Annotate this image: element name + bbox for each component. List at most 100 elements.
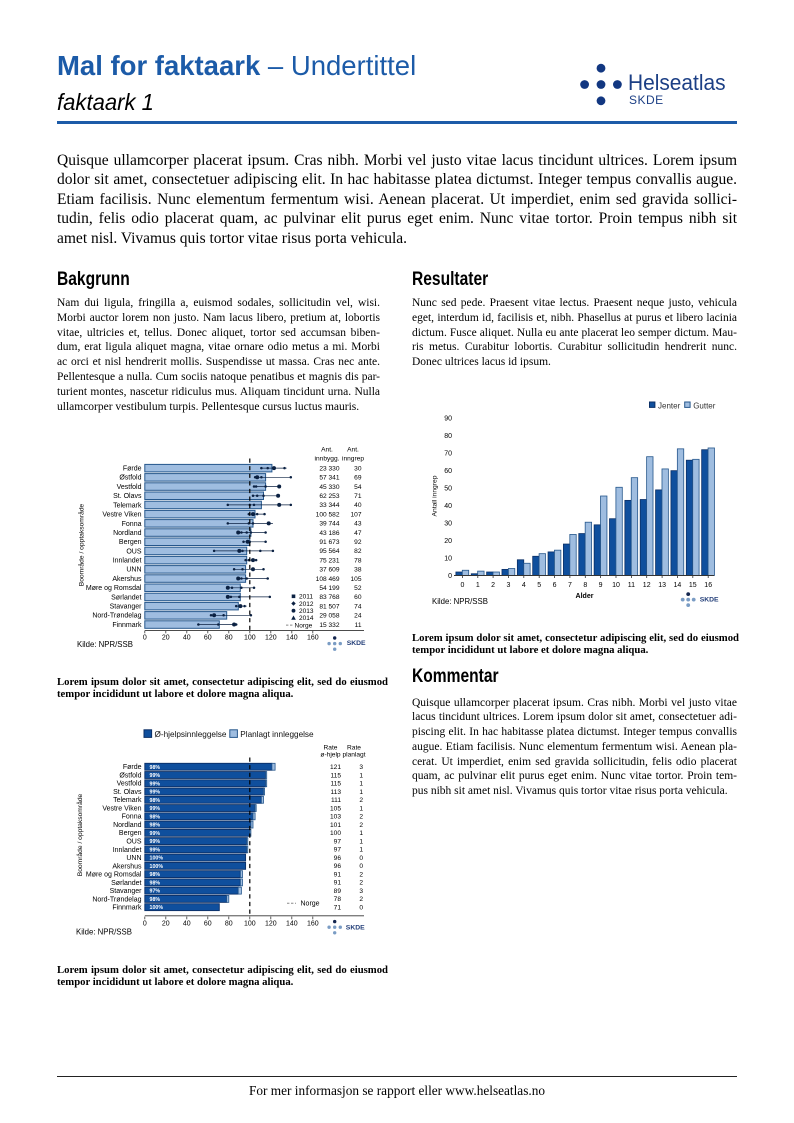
- svg-text:planlagt: planlagt: [342, 752, 365, 759]
- svg-text:Sørlandet: Sørlandet: [111, 880, 141, 887]
- svg-text:60: 60: [354, 594, 362, 601]
- svg-text:2: 2: [359, 814, 363, 821]
- svg-text:SKDE: SKDE: [700, 597, 719, 604]
- svg-text:Møre og Romsdal: Møre og Romsdal: [86, 872, 142, 879]
- svg-text:60: 60: [444, 468, 452, 475]
- svg-text:37 609: 37 609: [319, 567, 340, 574]
- svg-text:54 199: 54 199: [319, 585, 340, 592]
- svg-text:20: 20: [162, 634, 170, 641]
- svg-text:160: 160: [307, 634, 319, 641]
- svg-text:97: 97: [334, 838, 342, 845]
- svg-text:8: 8: [583, 582, 587, 589]
- svg-text:Boområde / opptaksområde: Boområde / opptaksområde: [76, 793, 84, 876]
- svg-text:15: 15: [689, 582, 697, 589]
- svg-text:20: 20: [444, 538, 452, 545]
- svg-text:99%: 99%: [150, 773, 161, 779]
- svg-text:inngrep: inngrep: [342, 456, 364, 463]
- svg-text:0: 0: [359, 863, 363, 870]
- svg-text:Vestfold: Vestfold: [117, 781, 142, 788]
- svg-text:9: 9: [599, 582, 603, 589]
- svg-text:71: 71: [334, 905, 342, 912]
- svg-text:100 582: 100 582: [316, 511, 340, 518]
- svg-text:1: 1: [359, 789, 363, 796]
- svg-text:60: 60: [204, 920, 212, 927]
- svg-text:40: 40: [183, 920, 191, 927]
- svg-text:St. Olavs: St. Olavs: [113, 493, 142, 500]
- svg-text:115: 115: [330, 772, 341, 779]
- svg-text:Gutter: Gutter: [693, 401, 716, 410]
- svg-text:43 186: 43 186: [319, 530, 340, 537]
- svg-text:83 768: 83 768: [319, 594, 340, 601]
- svg-text:70: 70: [444, 451, 452, 458]
- svg-text:100: 100: [330, 830, 341, 837]
- svg-text:57 341: 57 341: [319, 475, 340, 482]
- svg-text:14: 14: [674, 582, 682, 589]
- svg-text:89: 89: [334, 888, 342, 895]
- svg-text:Ant.: Ant.: [321, 447, 333, 454]
- svg-text:96: 96: [334, 855, 342, 862]
- svg-text:Stavanger: Stavanger: [110, 604, 143, 611]
- svg-text:100: 100: [244, 920, 256, 927]
- svg-text:107: 107: [350, 511, 361, 518]
- svg-text:Norge: Norge: [301, 901, 320, 908]
- svg-text:91 673: 91 673: [319, 539, 340, 546]
- svg-text:12: 12: [643, 582, 651, 589]
- svg-text:90: 90: [444, 416, 452, 423]
- svg-text:Møre og Romsdal: Møre og Romsdal: [86, 585, 142, 592]
- svg-text:30: 30: [354, 465, 362, 472]
- svg-text:140: 140: [286, 920, 298, 927]
- svg-text:100%: 100%: [150, 905, 164, 911]
- svg-text:UNN: UNN: [126, 567, 141, 574]
- svg-text:105: 105: [330, 805, 341, 812]
- svg-text:33 344: 33 344: [319, 502, 340, 509]
- svg-text:98%: 98%: [150, 897, 161, 903]
- svg-text:Vestre Viken: Vestre Viken: [102, 805, 141, 812]
- svg-text:Stavanger: Stavanger: [110, 888, 143, 895]
- svg-text:105: 105: [350, 576, 361, 583]
- svg-text:99%: 99%: [150, 790, 161, 796]
- svg-text:71: 71: [354, 493, 362, 500]
- svg-text:99%: 99%: [150, 806, 161, 812]
- svg-text:2: 2: [359, 880, 363, 887]
- svg-text:2014: 2014: [299, 615, 314, 622]
- svg-text:78: 78: [334, 896, 342, 903]
- svg-text:92: 92: [354, 539, 362, 546]
- svg-text:10: 10: [444, 555, 452, 562]
- svg-text:40: 40: [354, 502, 362, 509]
- svg-text:52: 52: [354, 585, 362, 592]
- svg-text:Vestre Viken: Vestre Viken: [102, 512, 141, 519]
- svg-text:2: 2: [359, 822, 363, 829]
- svg-text:40: 40: [444, 503, 452, 510]
- svg-text:100%: 100%: [150, 864, 164, 870]
- svg-text:Nordland: Nordland: [113, 822, 142, 829]
- svg-text:Nord-Trøndelag: Nord-Trøndelag: [92, 613, 141, 620]
- svg-text:99%: 99%: [150, 847, 161, 853]
- svg-text:5: 5: [537, 582, 541, 589]
- svg-text:100: 100: [244, 634, 256, 641]
- svg-text:Kilde: NPR/SSB: Kilde: NPR/SSB: [77, 640, 133, 649]
- svg-text:0: 0: [448, 573, 452, 580]
- svg-text:60: 60: [204, 634, 212, 641]
- svg-text:95 564: 95 564: [319, 548, 340, 555]
- svg-text:Førde: Førde: [123, 466, 142, 473]
- svg-text:Rate: Rate: [347, 744, 361, 751]
- svg-text:2: 2: [491, 582, 495, 589]
- svg-text:Østfold: Østfold: [119, 475, 141, 482]
- svg-text:98%: 98%: [150, 765, 161, 771]
- svg-text:Kilde: NPR/SSB: Kilde: NPR/SSB: [76, 928, 132, 937]
- svg-text:96: 96: [334, 863, 342, 870]
- svg-text:30: 30: [444, 521, 452, 528]
- svg-text:Fonna: Fonna: [122, 814, 142, 821]
- svg-text:3: 3: [359, 764, 363, 771]
- svg-text:121: 121: [330, 764, 341, 771]
- svg-text:Bergen: Bergen: [119, 539, 142, 546]
- svg-text:40: 40: [183, 634, 191, 641]
- svg-text:97%: 97%: [150, 889, 161, 895]
- svg-text:0: 0: [460, 582, 464, 589]
- svg-text:Nord-Trøndelag: Nord-Trøndelag: [92, 896, 141, 903]
- svg-text:43: 43: [354, 521, 362, 528]
- svg-text:1: 1: [359, 838, 363, 845]
- svg-text:101: 101: [330, 822, 341, 829]
- svg-text:Rate: Rate: [324, 744, 338, 751]
- svg-text:1: 1: [359, 830, 363, 837]
